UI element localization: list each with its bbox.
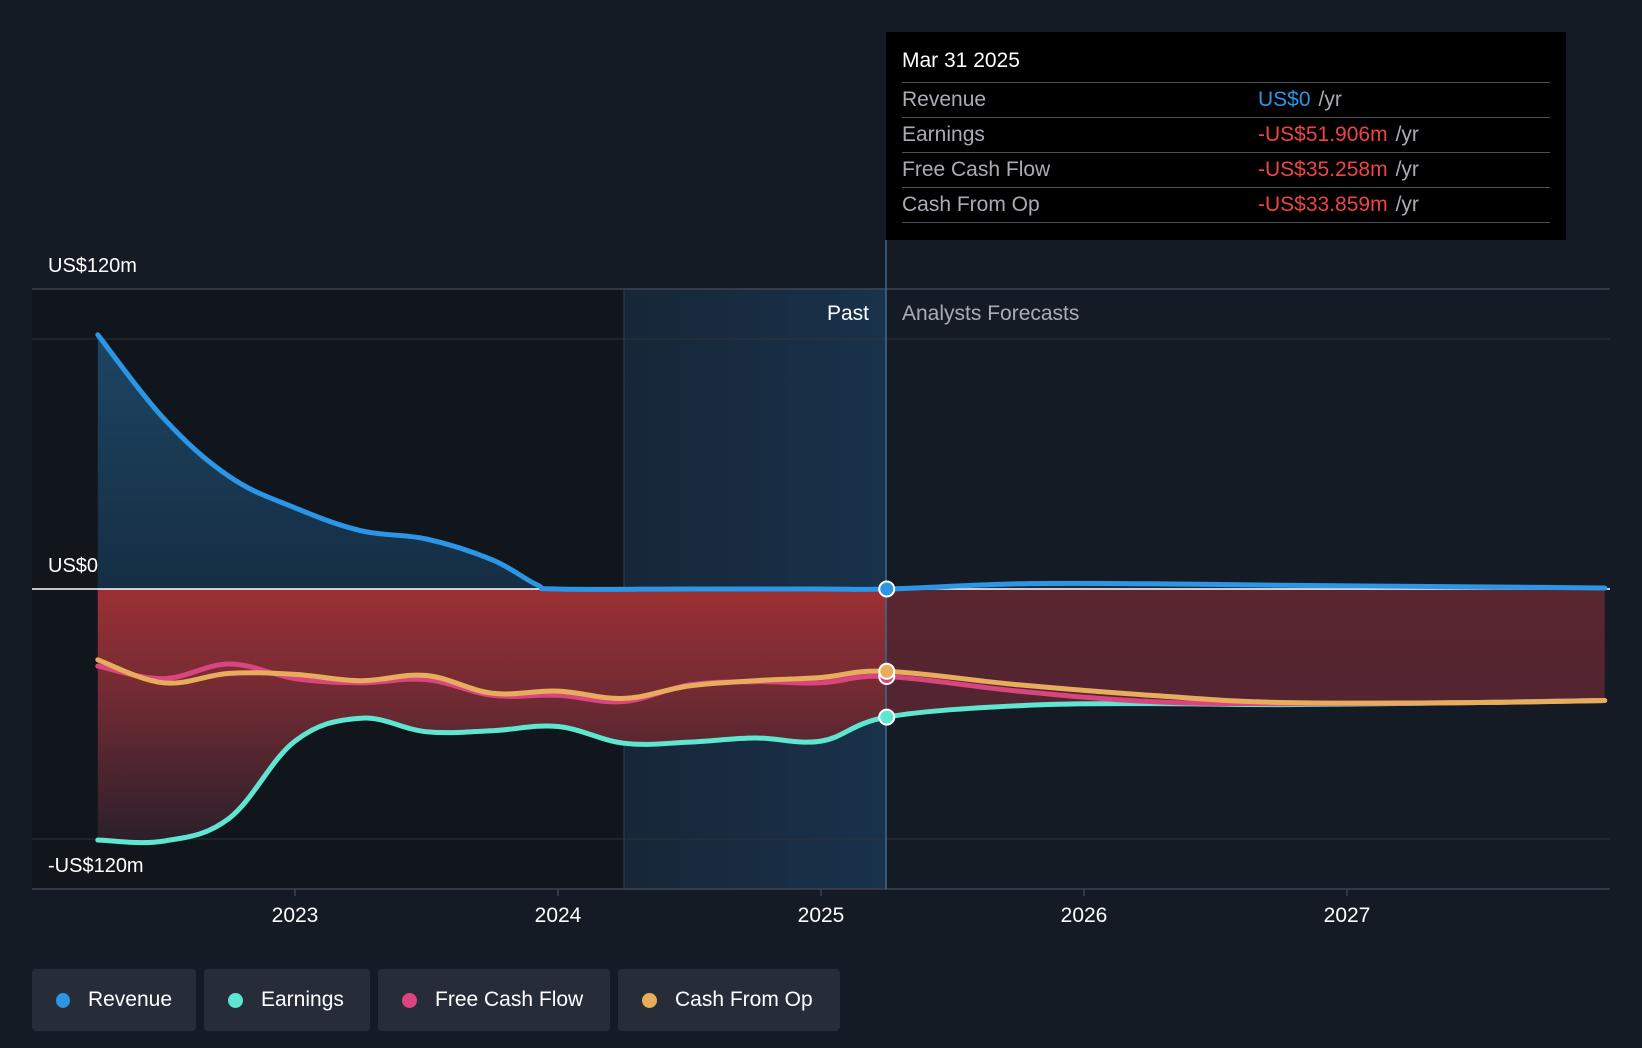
series-markers (878, 580, 896, 726)
legend-item-earnings[interactable]: Earnings (204, 969, 370, 1031)
tooltip-value: -US$33.859m (1258, 193, 1388, 216)
tooltip-date: Mar 31 2025 (902, 49, 1020, 72)
x-tick-label: 2027 (1324, 904, 1371, 927)
tooltip-value: US$0 (1258, 88, 1311, 111)
legend-label: Revenue (87, 988, 172, 1011)
legend-label: Free Cash Flow (435, 988, 584, 1011)
legend-item-free-cash-flow[interactable]: Free Cash Flow (378, 969, 610, 1031)
revenue-marker[interactable] (878, 580, 896, 598)
y-label-bottom: -US$120m (48, 855, 144, 877)
cash-from-op-marker[interactable] (878, 662, 896, 680)
tooltip-unit: /yr (1395, 123, 1419, 146)
past-label: Past (827, 302, 869, 325)
tooltip-row-cash-from-op: Cash From Op -US$33.859m /yr (902, 187, 1550, 223)
revenue-area (97, 334, 1605, 590)
tooltip-value: -US$35.258m (1258, 158, 1388, 181)
x-axis-ticks: 2023 2024 2025 2026 2027 (272, 889, 1371, 927)
tooltip-name: Cash From Op (902, 193, 1040, 216)
tooltip-row-earnings: Earnings -US$51.906m /yr (902, 117, 1550, 152)
tooltip-row-revenue: Revenue US$0 /yr (902, 82, 1550, 117)
x-tick-label: 2023 (272, 904, 319, 927)
tooltip-unit: /yr (1318, 88, 1342, 111)
series-lines (95, 332, 1608, 846)
y-label-zero: US$0 (48, 555, 98, 577)
tooltip-name: Free Cash Flow (902, 158, 1051, 181)
tooltip: Mar 31 2025 Revenue US$0 /yr Earnings -U… (886, 32, 1566, 240)
legend-item-revenue[interactable]: Revenue (32, 969, 196, 1031)
legend-label: Earnings (261, 988, 344, 1011)
revenue-line (95, 332, 1608, 592)
x-tick-label: 2026 (1061, 904, 1108, 927)
x-tick-label: 2024 (535, 904, 582, 927)
tooltip-name: Revenue (902, 88, 987, 111)
cash-from-op-dot-icon (642, 992, 657, 1008)
free-cash-flow-dot-icon (402, 992, 417, 1008)
tooltip-row-free-cash-flow: Free Cash Flow -US$35.258m /yr (902, 152, 1550, 187)
earnings-dot-icon (228, 992, 243, 1008)
x-tick-label: 2025 (798, 904, 845, 927)
y-label-top: US$120m (48, 255, 137, 277)
revenue-dot-icon (56, 992, 70, 1008)
forecast-label: Analysts Forecasts (902, 302, 1079, 325)
tooltip-name: Earnings (902, 123, 985, 146)
tooltip-unit: /yr (1395, 158, 1419, 181)
tooltip-unit: /yr (1395, 193, 1419, 216)
cash-from-op-line (95, 657, 1608, 706)
legend-item-cash-from-op[interactable]: Cash From Op (618, 969, 840, 1031)
legend-label: Cash From Op (675, 988, 813, 1011)
tooltip-value: -US$51.906m (1258, 123, 1388, 146)
negative-area-forecast (886, 589, 1605, 718)
area-fills (97, 334, 1605, 843)
negative-area-past (97, 589, 886, 843)
earnings-marker[interactable] (878, 708, 896, 726)
